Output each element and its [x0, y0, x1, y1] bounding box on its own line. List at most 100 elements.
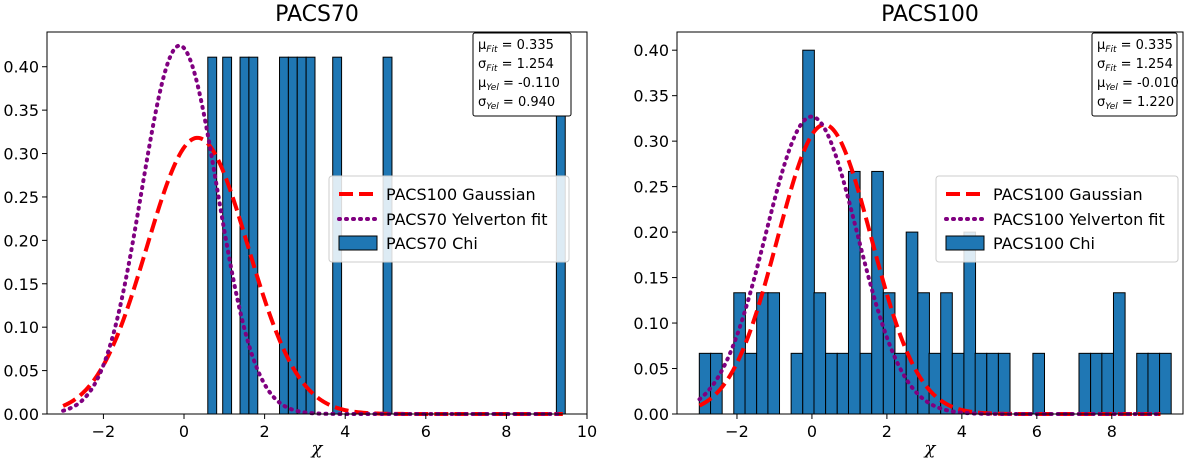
- y-tick-label: 0.20: [3, 231, 39, 250]
- stats-line: μYel = -0.110: [478, 76, 560, 93]
- x-tick-label: 2: [882, 422, 892, 441]
- histogram-bar: [1136, 352, 1149, 415]
- histogram-bar: [825, 352, 838, 415]
- stats-box: [472, 32, 572, 117]
- stat-value: = 0.940: [499, 95, 555, 110]
- chart-panel-pacs70: PACS70 −2 0 2 4 6 8 10 0.00 0.05 0.10 0.15 0.20 0.25 0…: [3, 2, 597, 459]
- y-tick-label: 0.35: [633, 87, 669, 106]
- y-tick-label: 0.25: [3, 188, 39, 207]
- histogram-bar: [767, 292, 781, 415]
- x-tick-label: 8: [1107, 422, 1117, 441]
- x-tick-label: 8: [501, 422, 511, 441]
- histogram-bar: [296, 56, 307, 415]
- yelverton-curve: [697, 114, 1163, 416]
- histogram-bar: [1147, 352, 1161, 415]
- x-tick-label: 2: [260, 422, 270, 441]
- histogram-bar: [951, 352, 965, 415]
- stat-symbol: σ: [1097, 57, 1105, 72]
- histogram-bar: [305, 56, 316, 415]
- legend-label: PACS100 Yelverton fit: [993, 210, 1165, 229]
- stat-value: = -0.010: [1118, 76, 1179, 91]
- stats-line: μFit = 0.335: [1097, 38, 1173, 55]
- histogram-bar: [997, 352, 1011, 415]
- histogram-bar: [940, 292, 953, 415]
- stat-value: = 1.220: [1118, 95, 1174, 110]
- y-tick-label: 0.15: [3, 275, 39, 294]
- stats-line: σYel = 1.220: [1097, 95, 1174, 112]
- y-tick-label: 0.30: [633, 132, 669, 151]
- stat-subscript: Yel: [486, 102, 499, 112]
- x-axis-label: χ: [923, 438, 937, 459]
- histogram-bar: [986, 352, 999, 415]
- x-tick-label: −2: [92, 422, 116, 441]
- stats-line: μFit = 0.335: [478, 38, 554, 55]
- legend-label: PACS100 Gaussian: [386, 185, 536, 204]
- histogram-bar: [836, 352, 850, 415]
- histogram-bar: [882, 292, 896, 415]
- y-tick-label: 0.35: [3, 101, 39, 120]
- stat-value: = 0.335: [498, 38, 554, 53]
- y-tick-label: 0.00: [633, 405, 669, 424]
- stat-symbol: μ: [478, 38, 486, 53]
- stat-symbol: σ: [1097, 95, 1105, 110]
- stat-subscript: Fit: [1105, 64, 1117, 74]
- y-tick-label: 0.25: [633, 178, 669, 197]
- x-axis-label: χ: [310, 438, 324, 459]
- chart-title: PACS100: [881, 2, 979, 27]
- stat-subscript: Fit: [1105, 45, 1117, 55]
- histogram-bar: [1159, 352, 1172, 415]
- legend-label: PACS70 Chi: [386, 234, 478, 253]
- x-tick-label: −2: [725, 422, 749, 441]
- stat-value: = 1.254: [1116, 57, 1172, 72]
- x-tick-label: 4: [340, 422, 350, 441]
- histogram-bar: [790, 352, 804, 415]
- y-tick-label: 0.10: [3, 318, 39, 337]
- histogram-bar: [1112, 292, 1126, 415]
- y-tick-label: 0.05: [3, 362, 39, 381]
- x-tick-label: 6: [1032, 422, 1042, 441]
- histogram-bar: [1101, 352, 1114, 415]
- plot-frame: [676, 31, 1184, 415]
- stat-value: = 0.335: [1117, 38, 1173, 53]
- y-tick-label: 0.05: [633, 360, 669, 379]
- legend-swatch-chi: [338, 235, 378, 251]
- y-tick-label: 0.10: [633, 314, 669, 333]
- stat-symbol: μ: [478, 76, 486, 91]
- stats-line: σYel = 0.940: [478, 95, 555, 112]
- y-tick-label: 0.20: [633, 223, 669, 242]
- histogram-bar: [974, 352, 988, 415]
- stats-line: σFit = 1.254: [1097, 57, 1173, 74]
- stat-symbol: σ: [478, 95, 486, 110]
- plot-frame: [46, 31, 588, 415]
- x-tick-label: 4: [957, 422, 967, 441]
- histogram-bar: [744, 352, 758, 415]
- x-tick-label: 10: [577, 422, 597, 441]
- legend-box: [935, 175, 1179, 263]
- chart-title: PACS70: [275, 2, 359, 27]
- legend-label: PACS100 Gaussian: [993, 185, 1143, 204]
- histogram-bar: [1078, 352, 1092, 415]
- stat-subscript: Fit: [486, 64, 498, 74]
- legend-swatch-chi: [945, 235, 985, 251]
- stats-box: [1091, 32, 1178, 117]
- y-tick-label: 0.00: [3, 405, 39, 424]
- legend-label: PACS100 Chi: [993, 234, 1095, 253]
- histogram-bar: [222, 56, 233, 415]
- stat-symbol: μ: [1097, 76, 1105, 91]
- histogram-bar: [1032, 352, 1046, 415]
- stat-symbol: μ: [1097, 38, 1105, 53]
- y-tick-label: 0.15: [633, 269, 669, 288]
- chart-panel-pacs100: PACS100 −2 0 2 4 6 8 0.00 0.05 0.10 0.15 0.20 0.25 0.…: [633, 2, 1184, 459]
- histogram-bar: [1090, 352, 1103, 415]
- x-tick-label: 6: [421, 422, 431, 441]
- stats-line: μYel = -0.010: [1097, 76, 1179, 93]
- stat-subscript: Fit: [486, 45, 498, 55]
- x-tick-label: 0: [807, 422, 817, 441]
- legend-label: PACS70 Yelverton fit: [386, 210, 548, 229]
- x-tick-label: 0: [179, 422, 189, 441]
- stat-subscript: Yel: [1105, 102, 1118, 112]
- y-tick-label: 0.40: [3, 58, 39, 77]
- histogram-bar: [813, 292, 827, 415]
- legend-box: [328, 175, 570, 263]
